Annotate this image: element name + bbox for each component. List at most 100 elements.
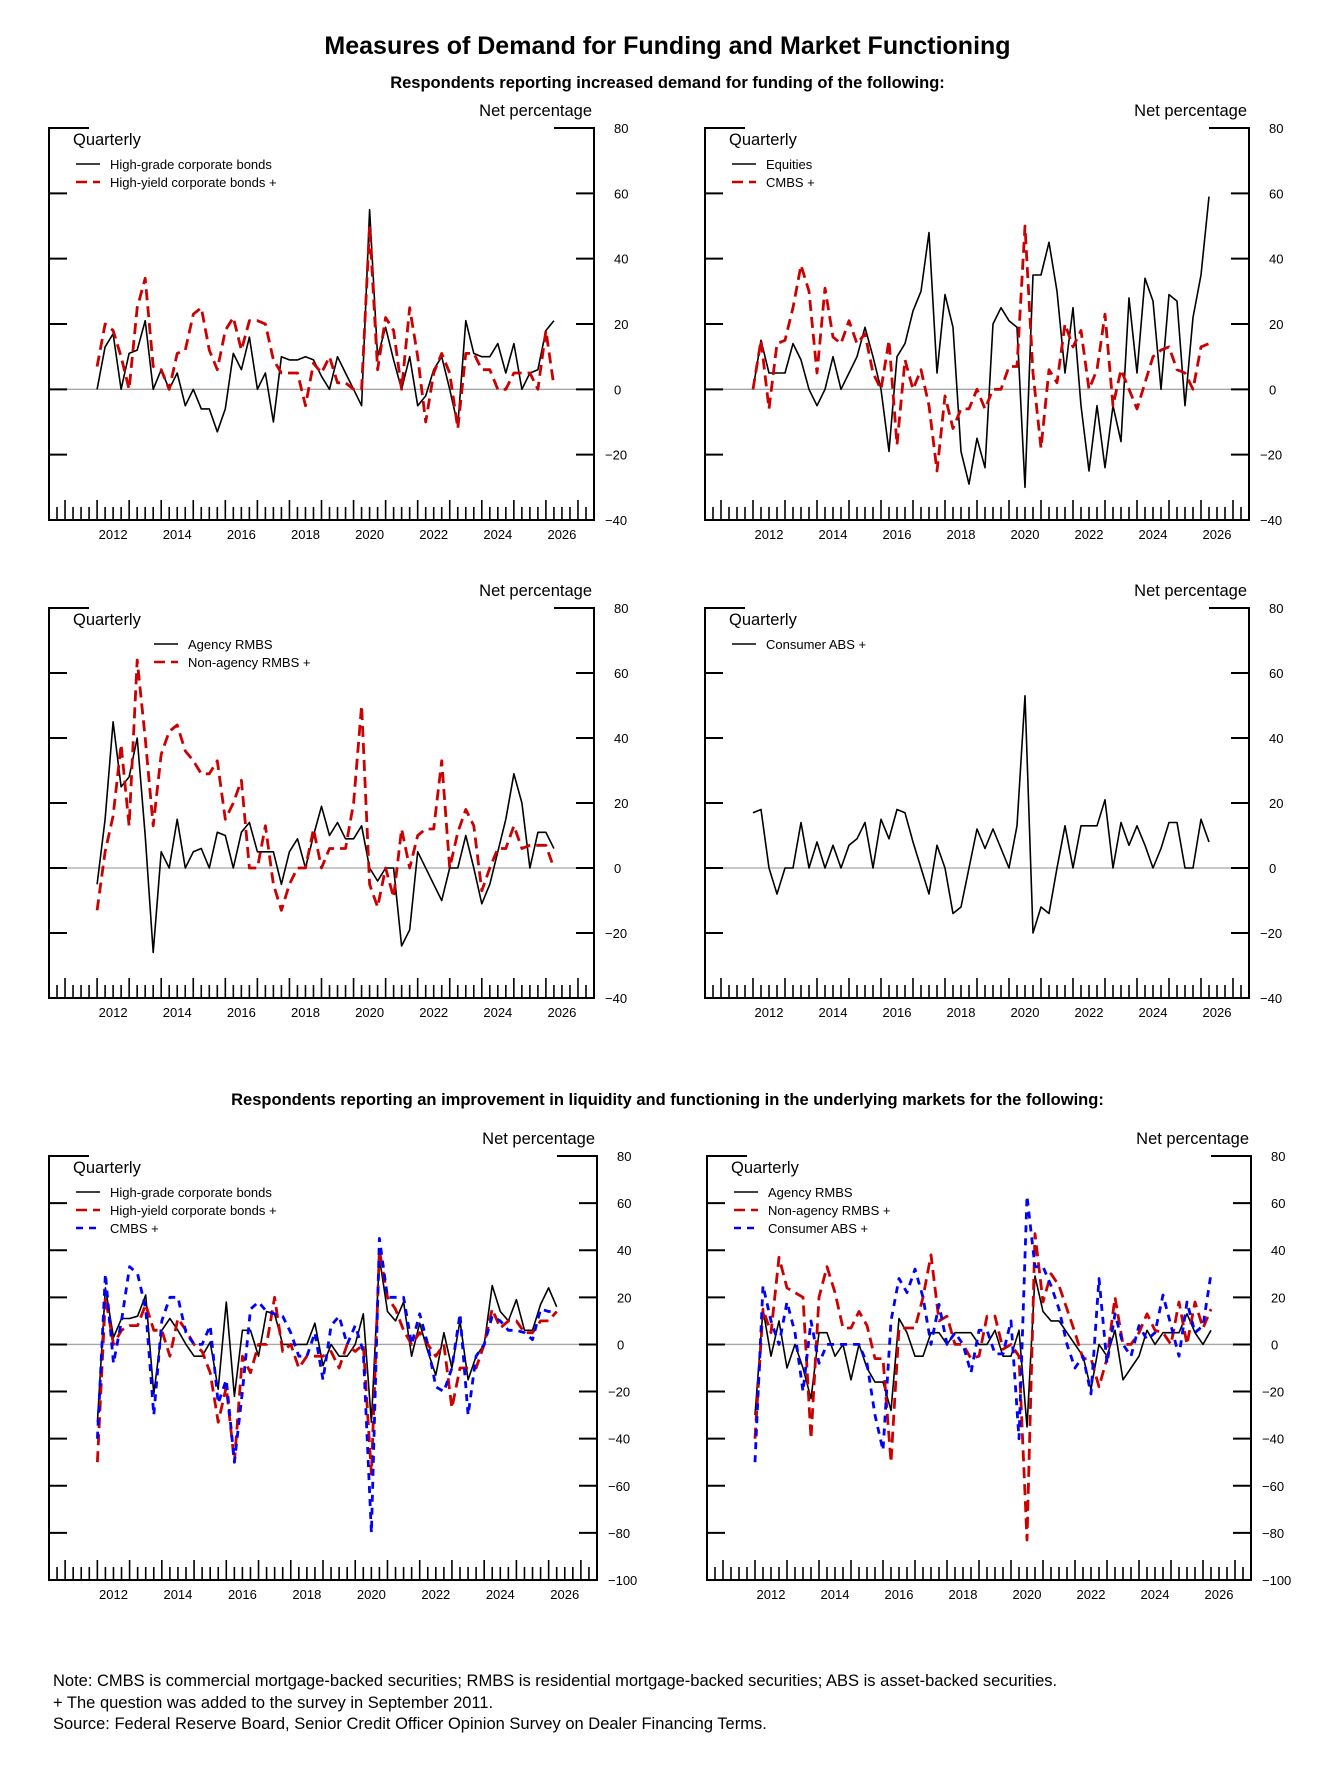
y-axis-label: Net percentage (1136, 1130, 1249, 1148)
chart-panel-3: −40 −20 0 20 40 60 80 2012 2014 2016 2018 2020 2022 2… (48, 582, 628, 1020)
frequency-label: Quarterly (73, 131, 142, 149)
x-tick-label: 2024 (486, 1587, 515, 1602)
chart-panel-4: −40 −20 0 20 40 60 80 2012 2014 2016 2018 2020 2022 2… (704, 582, 1283, 1020)
y-tick-label: 20 (1271, 1290, 1285, 1305)
legend-label: High-yield corporate bonds + (110, 175, 277, 190)
legend-label: Consumer ABS + (766, 637, 866, 652)
section-subtitle-demand: Respondents reporting increased demand f… (390, 74, 945, 92)
series-line-cmbs (96, 1237, 557, 1535)
y-tick-label: 60 (1269, 186, 1283, 201)
y-tick-label: 60 (617, 1196, 631, 1211)
x-tick-label: 2020 (355, 527, 384, 542)
frequency-label: Quarterly (73, 611, 142, 629)
x-tick-label: 2014 (163, 1005, 192, 1020)
x-tick-label: 2020 (1013, 1587, 1042, 1602)
x-tick-label: 2014 (819, 1005, 848, 1020)
y-axis-label: Net percentage (482, 1130, 595, 1148)
legend-label: Non-agency RMBS + (768, 1203, 890, 1218)
series-line-high-grade-corporate-bonds (96, 208, 555, 433)
y-tick-label: −80 (608, 1526, 630, 1541)
x-tick-label: 2018 (949, 1587, 978, 1602)
x-tick-label: 2012 (755, 1005, 784, 1020)
legend-label: High-grade corporate bonds (110, 157, 272, 172)
x-tick-label: 2016 (227, 1005, 256, 1020)
chart-panel-5: −100 −80 −60 −40 −20 0 20 40 60 80 2012 2014 2016 201… (48, 1130, 637, 1602)
series-line-high-grade-corporate-bonds (96, 1256, 558, 1423)
x-tick-label: 2022 (1075, 1005, 1104, 1020)
y-tick-label: 0 (614, 861, 621, 876)
y-tick-label: −80 (1262, 1526, 1284, 1541)
y-tick-label: 80 (614, 121, 628, 136)
chart-panel-6: −100 −80 −60 −40 −20 0 20 40 60 80 2012 2014 2016 201… (706, 1130, 1291, 1602)
y-tick-label: −40 (605, 513, 627, 528)
x-tick-label: 2014 (163, 527, 192, 542)
x-tick-label: 2020 (1011, 1005, 1040, 1020)
y-axis-label: Net percentage (1134, 582, 1247, 600)
frequency-label: Quarterly (731, 1159, 800, 1177)
section-subtitle-liquidity: Respondents reporting an improvement in … (231, 1091, 1104, 1109)
y-axis-label: Net percentage (1134, 102, 1247, 120)
x-tick-label: 2026 (1205, 1587, 1234, 1602)
legend-label: Equities (766, 157, 813, 172)
x-tick-label: 2024 (1139, 1005, 1168, 1020)
chart-panel-2: −40 −20 0 20 40 60 80 2012 2014 2016 2018 2020 2022 2… (704, 102, 1283, 542)
x-tick-label: 2018 (291, 527, 320, 542)
x-tick-label: 2024 (1139, 527, 1168, 542)
frequency-label: Quarterly (729, 131, 798, 149)
x-tick-label: 2014 (163, 1587, 192, 1602)
y-tick-label: 60 (1269, 666, 1283, 681)
legend-label: Consumer ABS + (768, 1221, 868, 1236)
y-tick-label: 80 (1269, 601, 1283, 616)
y-tick-label: −40 (1260, 991, 1282, 1006)
y-tick-label: 0 (1269, 382, 1276, 397)
y-tick-label: −20 (605, 926, 627, 941)
series-line-non-agency-rmbs (95, 658, 556, 912)
x-tick-label: 2018 (947, 527, 976, 542)
y-tick-label: −100 (1262, 1573, 1291, 1588)
legend-label: Non-agency RMBS + (188, 655, 310, 670)
y-tick-label: 80 (1269, 121, 1283, 136)
series-line-cmbs (751, 224, 1210, 473)
legend-label: CMBS + (110, 1221, 159, 1236)
y-tick-label: 40 (614, 252, 628, 267)
x-tick-label: 2022 (419, 527, 448, 542)
y-tick-label: −20 (605, 448, 627, 463)
y-tick-label: 40 (1269, 252, 1283, 267)
x-tick-label: 2018 (292, 1587, 321, 1602)
y-tick-label: 20 (1269, 796, 1283, 811)
frequency-label: Quarterly (729, 611, 798, 629)
y-tick-label: −40 (1260, 513, 1282, 528)
y-tick-label: 40 (1269, 731, 1283, 746)
x-tick-label: 2016 (883, 1005, 912, 1020)
y-tick-label: 80 (617, 1149, 631, 1164)
x-tick-label: 2022 (421, 1587, 450, 1602)
note-abbreviations: Note: CMBS is commercial mortgage-backed… (53, 1672, 1058, 1690)
y-tick-label: 20 (617, 1290, 631, 1305)
x-tick-label: 2026 (1203, 527, 1232, 542)
x-tick-label: 2012 (99, 1005, 128, 1020)
y-tick-label: 80 (1271, 1149, 1285, 1164)
legend-label: Agency RMBS (188, 637, 273, 652)
x-tick-label: 2024 (1141, 1587, 1170, 1602)
series-line-consumer-abs (753, 1194, 1213, 1463)
y-tick-label: −40 (1262, 1432, 1284, 1447)
y-tick-label: −100 (608, 1573, 637, 1588)
x-tick-label: 2026 (547, 1005, 576, 1020)
note-question-added: + The question was added to the survey i… (53, 1694, 494, 1712)
x-tick-label: 2016 (883, 527, 912, 542)
x-tick-label: 2020 (357, 1587, 386, 1602)
y-tick-label: −20 (1260, 448, 1282, 463)
y-tick-label: 40 (614, 731, 628, 746)
legend-label: CMBS + (766, 175, 815, 190)
x-tick-label: 2014 (821, 1587, 850, 1602)
x-tick-label: 2018 (947, 1005, 976, 1020)
y-axis-label: Net percentage (479, 582, 592, 600)
series-line-equities (752, 196, 1210, 489)
series-line-non-agency-rmbs (753, 1232, 1213, 1542)
x-tick-label: 2024 (483, 1005, 512, 1020)
legend-label: High-yield corporate bonds + (110, 1203, 277, 1218)
x-tick-label: 2012 (755, 527, 784, 542)
legend-label: High-grade corporate bonds (110, 1185, 272, 1200)
x-tick-label: 2020 (355, 1005, 384, 1020)
